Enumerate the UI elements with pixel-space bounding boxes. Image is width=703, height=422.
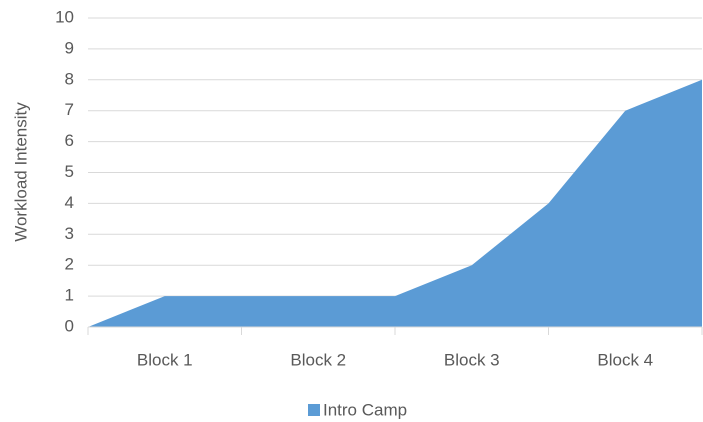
- y-tick-label: 3: [65, 224, 74, 243]
- x-tick-label: Block 4: [597, 350, 653, 369]
- y-tick-label: 8: [65, 69, 74, 88]
- y-tick-label: 0: [65, 316, 74, 335]
- x-tick-label: Block 2: [290, 350, 346, 369]
- y-tick-label: 7: [65, 100, 74, 119]
- y-tick-label: 6: [65, 131, 74, 150]
- x-tick-label: Block 3: [444, 350, 500, 369]
- y-tick-label: 10: [55, 7, 74, 26]
- y-tick-label: 9: [65, 38, 74, 57]
- y-tick-label: 1: [65, 286, 74, 305]
- x-tick-label: Block 1: [137, 350, 193, 369]
- y-tick-label: 5: [65, 162, 74, 181]
- legend-label: Intro Camp: [323, 400, 407, 419]
- y-axis-label: Workload Intensity: [11, 102, 30, 242]
- legend-swatch: [308, 404, 320, 416]
- y-tick-label: 4: [65, 193, 74, 212]
- area: [88, 79, 702, 327]
- y-tick-label: 2: [65, 255, 74, 274]
